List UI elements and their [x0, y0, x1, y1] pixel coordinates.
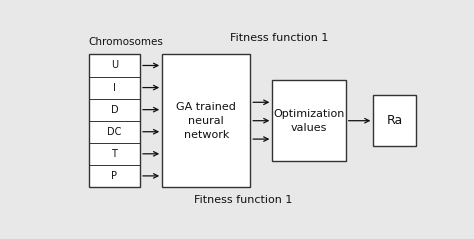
Bar — [162, 54, 250, 187]
Text: U: U — [111, 60, 118, 71]
Bar — [89, 54, 140, 187]
Text: Chromosomes: Chromosomes — [89, 37, 164, 47]
Text: D: D — [110, 105, 118, 115]
Text: GA trained
neural
network: GA trained neural network — [176, 102, 236, 140]
Bar — [272, 80, 346, 161]
Text: I: I — [113, 82, 116, 92]
Text: Fitness function 1: Fitness function 1 — [194, 195, 292, 205]
Bar — [374, 95, 416, 147]
Text: T: T — [111, 149, 117, 159]
Text: Optimization
values: Optimization values — [273, 109, 345, 133]
Text: Ra: Ra — [386, 114, 402, 127]
Text: DC: DC — [107, 127, 121, 137]
Text: P: P — [111, 171, 118, 181]
Text: Fitness function 1: Fitness function 1 — [230, 33, 329, 43]
